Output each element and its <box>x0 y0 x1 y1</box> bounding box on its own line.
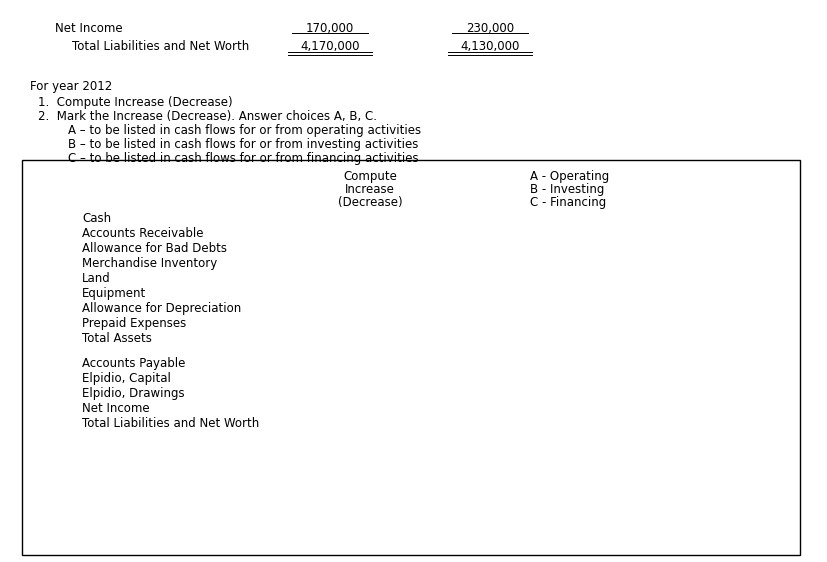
Text: Total Liabilities and Net Worth: Total Liabilities and Net Worth <box>72 40 249 53</box>
Text: (Decrease): (Decrease) <box>337 196 402 209</box>
Text: Cash: Cash <box>82 212 111 225</box>
Text: A - Operating: A - Operating <box>530 170 609 183</box>
Text: C – to be listed in cash flows for or from financing activities: C – to be listed in cash flows for or fr… <box>38 152 418 165</box>
Text: Prepaid Expenses: Prepaid Expenses <box>82 317 186 330</box>
Text: 230,000: 230,000 <box>466 22 514 35</box>
Text: 170,000: 170,000 <box>306 22 354 35</box>
Text: Compute: Compute <box>343 170 397 183</box>
Text: 4,130,000: 4,130,000 <box>461 40 519 53</box>
Text: Merchandise Inventory: Merchandise Inventory <box>82 257 218 270</box>
Text: Land: Land <box>82 272 111 285</box>
Text: Accounts Payable: Accounts Payable <box>82 357 185 370</box>
Text: Net Income: Net Income <box>55 22 122 35</box>
Text: Total Assets: Total Assets <box>82 332 152 345</box>
Text: B – to be listed in cash flows for or from investing activities: B – to be listed in cash flows for or fr… <box>38 138 418 151</box>
Text: A – to be listed in cash flows for or from operating activities: A – to be listed in cash flows for or fr… <box>38 124 421 137</box>
Text: Increase: Increase <box>345 183 395 196</box>
Text: Net Income: Net Income <box>82 402 150 415</box>
Text: Allowance for Depreciation: Allowance for Depreciation <box>82 302 241 315</box>
Text: Elpidio, Drawings: Elpidio, Drawings <box>82 387 184 400</box>
Text: Total Liabilities and Net Worth: Total Liabilities and Net Worth <box>82 417 259 430</box>
Text: B - Investing: B - Investing <box>530 183 605 196</box>
Text: Elpidio, Capital: Elpidio, Capital <box>82 372 171 385</box>
Bar <box>22 160 800 555</box>
Text: Accounts Receivable: Accounts Receivable <box>82 227 203 240</box>
Text: For year 2012: For year 2012 <box>30 80 112 93</box>
Text: C - Financing: C - Financing <box>530 196 606 209</box>
Text: 4,170,000: 4,170,000 <box>300 40 360 53</box>
Text: Allowance for Bad Debts: Allowance for Bad Debts <box>82 242 227 255</box>
Text: Equipment: Equipment <box>82 287 146 300</box>
Text: 2.  Mark the Increase (Decrease). Answer choices A, B, C.: 2. Mark the Increase (Decrease). Answer … <box>38 110 377 123</box>
Text: 1.  Compute Increase (Decrease): 1. Compute Increase (Decrease) <box>38 96 232 109</box>
